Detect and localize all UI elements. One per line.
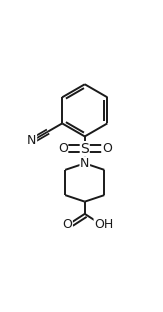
- Text: O: O: [58, 142, 68, 155]
- Text: S: S: [80, 142, 89, 156]
- Text: O: O: [102, 142, 112, 155]
- Text: O: O: [62, 218, 72, 231]
- Text: N: N: [27, 134, 37, 148]
- Text: OH: OH: [94, 218, 113, 231]
- Text: N: N: [80, 157, 89, 170]
